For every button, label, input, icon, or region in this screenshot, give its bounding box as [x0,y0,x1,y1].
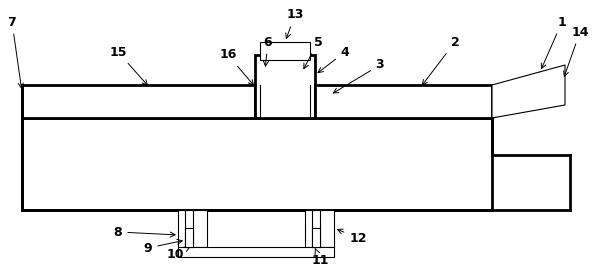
Polygon shape [492,65,565,118]
Text: 16: 16 [219,49,253,85]
Text: 2: 2 [422,36,460,85]
Text: 4: 4 [318,46,349,73]
Bar [22,118,492,210]
Text: 10: 10 [166,247,190,262]
Text: 12: 12 [337,229,366,244]
Bar [260,42,310,60]
Bar [305,210,334,247]
Bar [178,210,207,247]
Text: 14: 14 [563,25,589,76]
Text: 1: 1 [541,15,566,69]
Bar [178,247,334,257]
Text: 8: 8 [114,225,175,238]
Text: 11: 11 [311,248,329,266]
Text: 9: 9 [144,239,182,254]
Bar [315,85,492,118]
Text: 15: 15 [109,46,148,85]
Text: 5: 5 [304,36,323,69]
Bar [312,228,320,247]
Text: 7: 7 [8,15,23,88]
Bar [22,85,255,118]
Bar [185,228,193,247]
Text: 13: 13 [286,8,304,38]
Text: 3: 3 [333,59,384,93]
Text: 6: 6 [263,36,272,66]
Bar [255,55,315,118]
